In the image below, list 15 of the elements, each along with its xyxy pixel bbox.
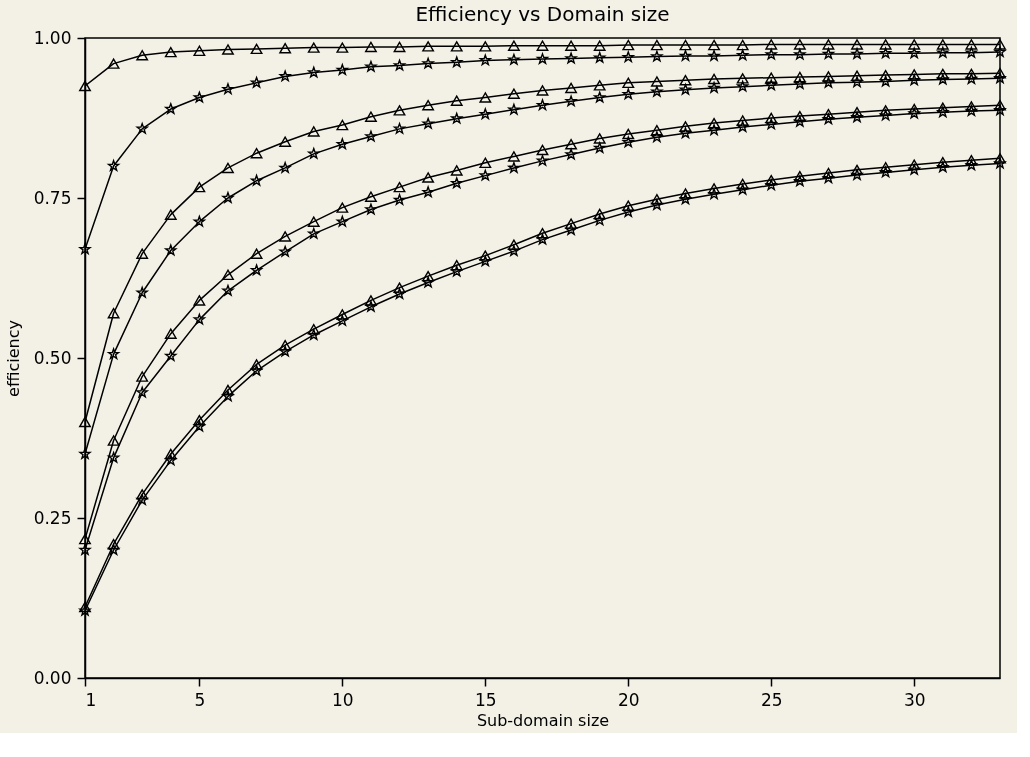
y-tick-label: 1.00 [33,27,72,48]
y-tick-label: 0.25 [33,507,72,528]
x-tick-label: 20 [617,689,640,710]
chart-title: Efficiency vs Domain size [415,2,670,26]
y-axis-title: efficiency [3,320,23,397]
x-tick-label: 5 [194,689,206,710]
x-tick-label: 10 [332,689,354,710]
x-tick-label: 30 [903,689,926,710]
x-tick-label: 1 [85,689,97,710]
x-tick-label: 15 [474,689,497,710]
x-axis-title: Sub-domain size [476,710,610,730]
y-tick-label: 0.00 [33,667,72,688]
x-tick-label: 25 [760,689,783,710]
y-tick-label: 0.75 [33,187,72,208]
y-tick-label: 0.50 [33,347,72,368]
